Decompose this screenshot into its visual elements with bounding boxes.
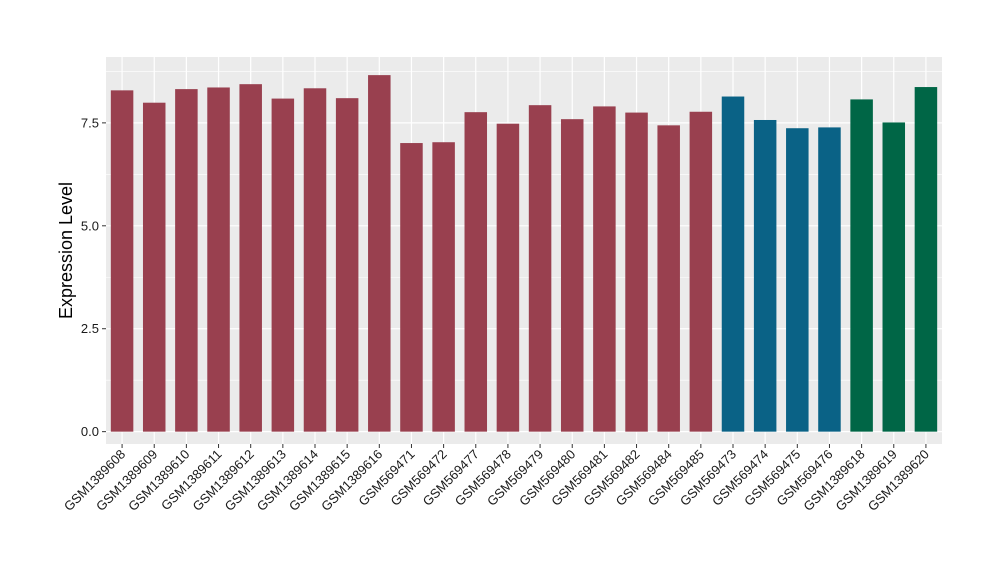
bar-gsm569480 — [560, 119, 584, 432]
bar-gsm1389620 — [914, 87, 938, 432]
bar-gsm569477 — [464, 112, 488, 432]
bar-gsm1389616 — [368, 75, 391, 432]
bar-gsm1389613 — [271, 98, 295, 432]
bar-gsm1389619 — [882, 122, 906, 432]
x-axis: GSM1389608GSM1389609GSM1389610GSM1389611… — [61, 444, 932, 514]
bar-gsm1389614 — [303, 88, 327, 432]
bar-gsm569472 — [432, 142, 455, 432]
y-axis: 0.0 2.5 5.0 7.5 — [81, 115, 106, 439]
bar-gsm569479 — [528, 105, 552, 432]
bar-gsm1389610 — [175, 89, 198, 432]
bar-gsm569485 — [689, 111, 713, 432]
bar-gsm1389612 — [239, 84, 262, 432]
bar-gsm569475 — [786, 128, 809, 432]
y-tick-label: 7.5 — [81, 115, 99, 130]
bar-gsm569471 — [400, 143, 423, 432]
bar-gsm569478 — [496, 123, 520, 432]
y-tick-label: 2.5 — [81, 321, 99, 336]
bar-gsm569482 — [625, 112, 648, 432]
bar-gsm1389611 — [207, 87, 230, 432]
bar-gsm569481 — [593, 106, 616, 432]
y-axis-title: Expression Level — [56, 182, 76, 319]
bar-gsm569474 — [753, 119, 777, 432]
bar-gsm1389618 — [850, 99, 873, 432]
plot-background — [106, 57, 942, 444]
bar-gsm1389609 — [142, 102, 166, 432]
bar-gsm569484 — [657, 125, 680, 432]
bar-gsm569476 — [818, 127, 841, 432]
bar-gsm1389608 — [110, 90, 134, 432]
y-tick-label: 5.0 — [81, 218, 99, 233]
y-tick-label: 0.0 — [81, 424, 99, 439]
bar-gsm1389615 — [335, 98, 359, 432]
bar-gsm569473 — [721, 96, 745, 432]
bars — [110, 75, 938, 432]
